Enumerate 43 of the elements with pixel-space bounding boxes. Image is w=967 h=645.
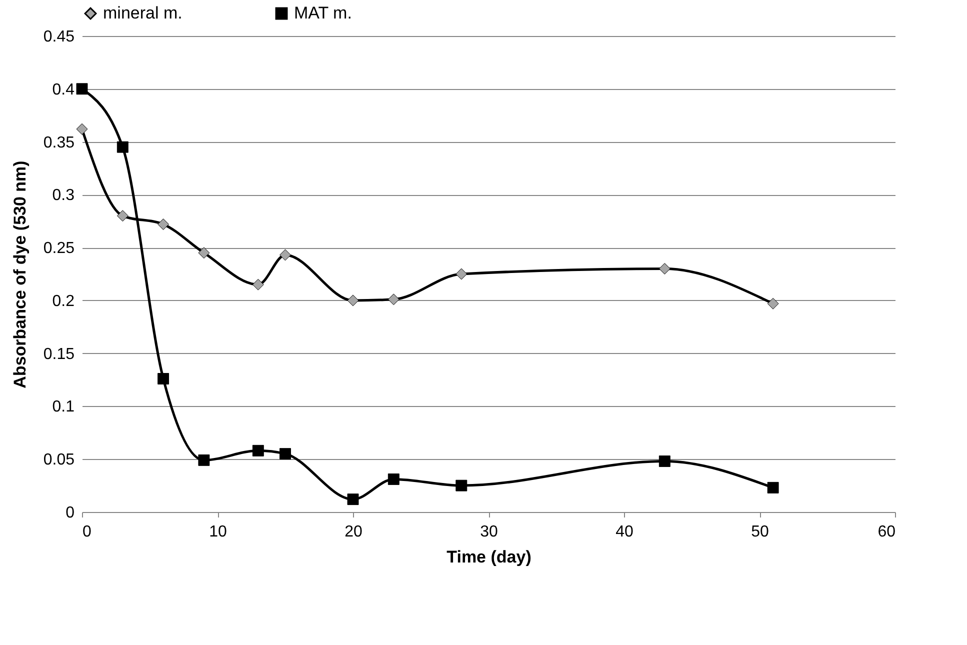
x-tick-label: 30 xyxy=(480,524,498,540)
point xyxy=(252,444,264,456)
x-tick-label: 10 xyxy=(209,524,227,540)
x-tick-label: 20 xyxy=(344,524,362,540)
point xyxy=(280,448,291,460)
x-axis-title: Time (day) xyxy=(446,548,532,566)
point xyxy=(767,298,779,310)
y-tick-label: 0.15 xyxy=(43,346,75,363)
y-tick-label: 0.3 xyxy=(52,187,75,204)
point xyxy=(280,249,291,261)
point xyxy=(76,123,88,135)
point xyxy=(116,141,128,153)
y-axis-title: Absorbance of dye (530 nm) xyxy=(10,160,30,388)
point xyxy=(456,268,468,280)
y-tick-label: 0.1 xyxy=(52,398,75,416)
y-tick-label: 0.2 xyxy=(52,292,75,310)
point xyxy=(388,294,400,306)
x-tick-label: 50 xyxy=(751,524,769,540)
point xyxy=(252,278,264,290)
point xyxy=(198,247,210,259)
point xyxy=(658,456,670,467)
y-tick-label: 0.05 xyxy=(43,452,75,469)
y-tick-label: 0.25 xyxy=(43,240,75,258)
point xyxy=(198,454,210,466)
legend-label: MAT m. xyxy=(294,4,352,23)
y-tick-label: 0.45 xyxy=(43,28,75,46)
y-tick-label: 0 xyxy=(66,504,75,522)
x-tick-label: 40 xyxy=(616,524,634,540)
point xyxy=(767,482,779,494)
point xyxy=(347,494,359,506)
point xyxy=(658,262,670,274)
point xyxy=(456,480,468,492)
point xyxy=(76,83,88,95)
y-tick-label: 0.4 xyxy=(52,81,75,98)
point xyxy=(388,473,400,485)
x-tick-label: 0 xyxy=(82,524,92,540)
point xyxy=(347,294,359,306)
legend-label: mineral m. xyxy=(103,4,182,23)
point xyxy=(116,210,128,222)
x-tick-label: 60 xyxy=(878,524,896,540)
point xyxy=(158,218,170,230)
y-tick-label: 0.35 xyxy=(43,134,75,152)
point xyxy=(158,372,170,384)
